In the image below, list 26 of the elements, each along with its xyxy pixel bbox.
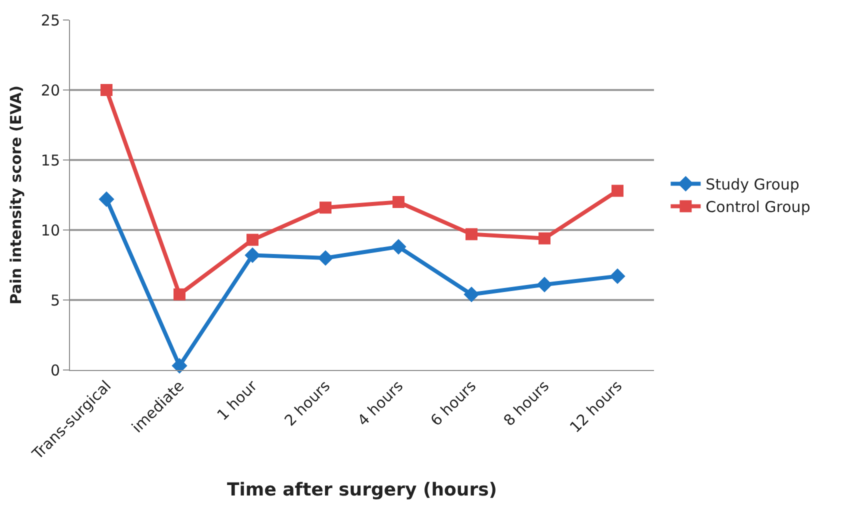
y-tick-label: 15: [40, 151, 60, 170]
point: [610, 268, 626, 284]
y-axis-title: Pain intensity score (EVA): [7, 86, 26, 304]
legend-label: Control Group: [706, 198, 810, 216]
y-tick-label: 5: [50, 291, 60, 310]
point: [320, 202, 332, 214]
point: [244, 247, 260, 263]
point: [246, 234, 258, 246]
y-tick-label: 10: [40, 221, 60, 240]
point: [98, 191, 114, 207]
point: [538, 232, 550, 244]
legend-label: Study Group: [706, 176, 800, 194]
point: [464, 286, 480, 302]
y-tick-label: 20: [40, 81, 60, 100]
y-tick-label: 0: [50, 361, 60, 380]
point: [390, 239, 406, 255]
y-tick-label: 25: [40, 11, 60, 30]
point: [174, 288, 186, 300]
point: [318, 250, 334, 266]
point: [612, 184, 624, 197]
point: [100, 84, 112, 96]
x-axis-title: Time after surgery (hours): [226, 480, 498, 501]
point: [392, 196, 404, 208]
point: [466, 228, 478, 240]
point: [536, 276, 552, 292]
point: [172, 358, 188, 374]
